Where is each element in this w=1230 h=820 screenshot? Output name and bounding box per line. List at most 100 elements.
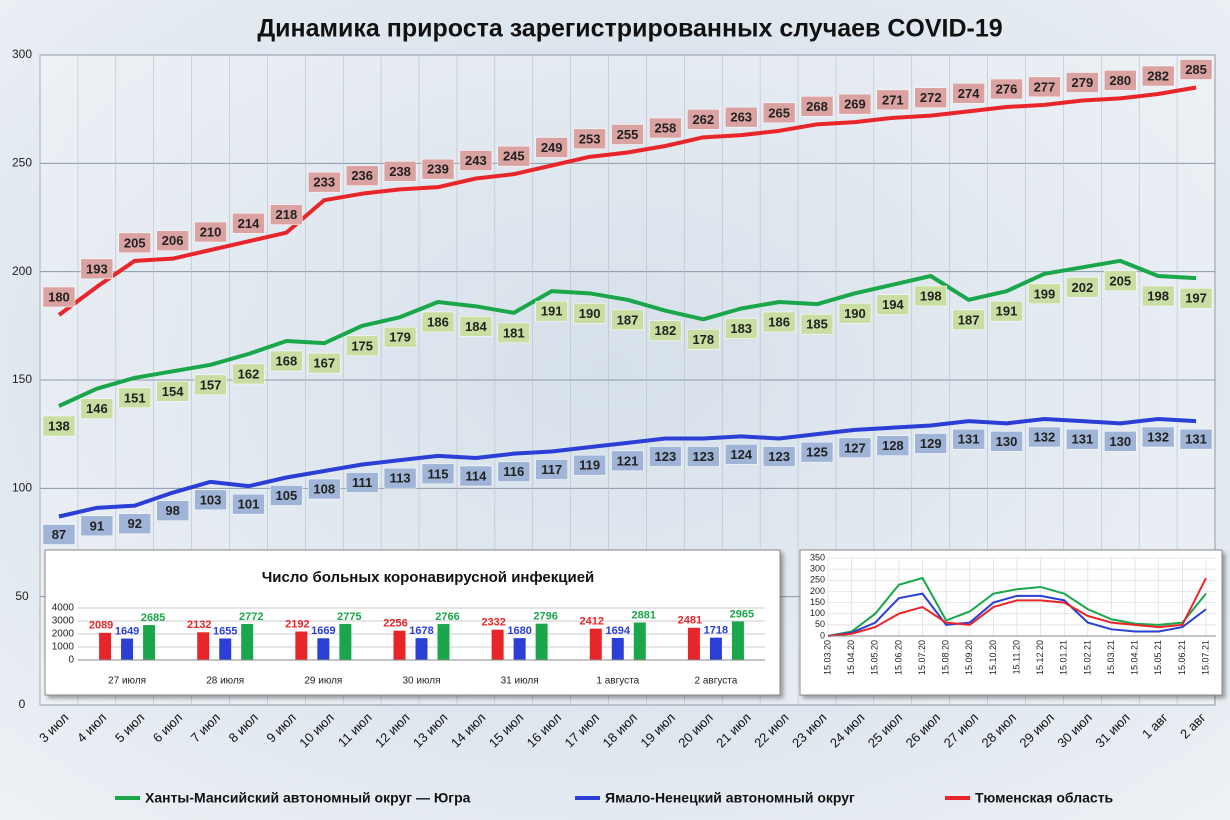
label-box: [421, 311, 455, 333]
label-box: [611, 309, 644, 331]
label-box: [876, 89, 910, 111]
label-box: [1066, 277, 1099, 298]
data-label: 243: [465, 153, 487, 168]
data-label: 92: [128, 516, 142, 531]
data-label: 2965: [730, 608, 754, 620]
x-tick-label: 2 августа: [695, 676, 738, 687]
bar: [295, 631, 308, 660]
label-box: [1028, 283, 1061, 305]
bar: [339, 623, 352, 660]
bar: [491, 629, 504, 660]
x-tick-label: 15.08.20: [941, 640, 951, 675]
inset-box: [44, 549, 781, 696]
data-label: 2775: [337, 611, 361, 623]
data-label: 279: [1071, 75, 1093, 90]
label-box: [459, 465, 493, 487]
chart-title: Динамика прироста зарегистрированных слу…: [257, 15, 1002, 43]
label-box: [535, 459, 568, 480]
data-label: 218: [276, 207, 298, 222]
data-label: 210: [200, 224, 222, 239]
data-label: 131: [1185, 432, 1207, 447]
bar: [687, 627, 700, 660]
legend-label: Ханты-Мансийский автономный округ — Югра: [145, 790, 471, 806]
label-box: [952, 309, 985, 331]
label-box: [762, 311, 796, 333]
bar: [589, 628, 602, 660]
label-box: [118, 387, 152, 409]
x-tick-label: 30 июля: [402, 676, 440, 687]
data-label: 205: [1109, 273, 1131, 288]
label-box: [42, 415, 76, 437]
bar: [317, 638, 330, 660]
data-label: 274: [958, 86, 980, 101]
bar: [219, 638, 232, 660]
data-label: 199: [1034, 286, 1056, 301]
data-label: 116: [503, 464, 524, 479]
bar: [241, 623, 254, 660]
label-box: [762, 102, 796, 124]
data-label: 265: [768, 105, 790, 120]
data-label: 123: [768, 449, 790, 464]
data-label: 271: [882, 92, 904, 107]
data-label: 182: [655, 323, 677, 338]
bar: [709, 637, 722, 660]
label-box: [990, 78, 1023, 100]
data-label: 167: [313, 356, 335, 371]
legend-label: Тюменская область: [975, 790, 1114, 806]
x-tick-label: 15.05.20: [870, 640, 880, 675]
data-label: 198: [920, 288, 942, 303]
data-label: 114: [465, 468, 487, 483]
bar: [513, 638, 526, 660]
data-label: 2481: [678, 615, 702, 627]
y-tick-label: 100: [12, 481, 32, 495]
y-tick-label: 0: [68, 655, 74, 666]
y-tick-label: 100: [810, 608, 825, 618]
legend: Ханты-Мансийский автономный округ — Югра…: [115, 790, 1114, 806]
series-line: [827, 576, 1207, 637]
data-label: 191: [541, 304, 563, 319]
x-tick-label: 1 августа: [596, 676, 639, 687]
y-tick-label: 4000: [52, 603, 75, 614]
label-box: [1028, 426, 1061, 448]
label-box: [952, 428, 985, 450]
data-label: 129: [920, 436, 942, 451]
label-box: [876, 435, 910, 456]
data-label: 87: [52, 527, 66, 542]
label-box: [649, 320, 682, 341]
data-label: 1655: [213, 625, 237, 637]
label-box: [497, 322, 531, 344]
label-box: [232, 493, 265, 515]
x-tick-label: 15.01.21: [1059, 640, 1069, 675]
label-box: [914, 87, 947, 108]
data-label: 2256: [383, 618, 407, 630]
data-label: 205: [124, 235, 146, 250]
data-label: 187: [958, 312, 980, 327]
data-label: 2685: [141, 612, 165, 624]
data-label: 181: [503, 325, 525, 340]
data-label: 2772: [239, 611, 263, 623]
label-box: [762, 446, 796, 467]
label-box: [800, 313, 834, 335]
y-tick-label: 250: [810, 575, 825, 585]
data-label: 245: [503, 149, 525, 164]
y-tick-label: 200: [12, 264, 32, 278]
label-box: [42, 524, 76, 545]
x-tick-label: 15.03.21: [1106, 640, 1116, 675]
data-label: 206: [162, 233, 184, 248]
label-box: [383, 326, 417, 348]
y-tick-label: 0: [19, 697, 26, 711]
label-box: [232, 363, 265, 385]
data-label: 1649: [115, 625, 139, 637]
data-label: 121: [617, 453, 639, 468]
data-label: 1669: [311, 625, 335, 637]
data-label: 202: [1071, 280, 1093, 295]
data-label: 183: [730, 321, 752, 336]
data-label: 130: [996, 434, 1018, 449]
data-label: 178: [692, 332, 714, 347]
data-label: 154: [162, 384, 184, 399]
bar: [143, 625, 156, 660]
label-box: [270, 204, 303, 225]
label-box: [573, 303, 606, 324]
x-tick-label: 15.05.21: [1153, 640, 1163, 675]
bar: [121, 638, 134, 660]
